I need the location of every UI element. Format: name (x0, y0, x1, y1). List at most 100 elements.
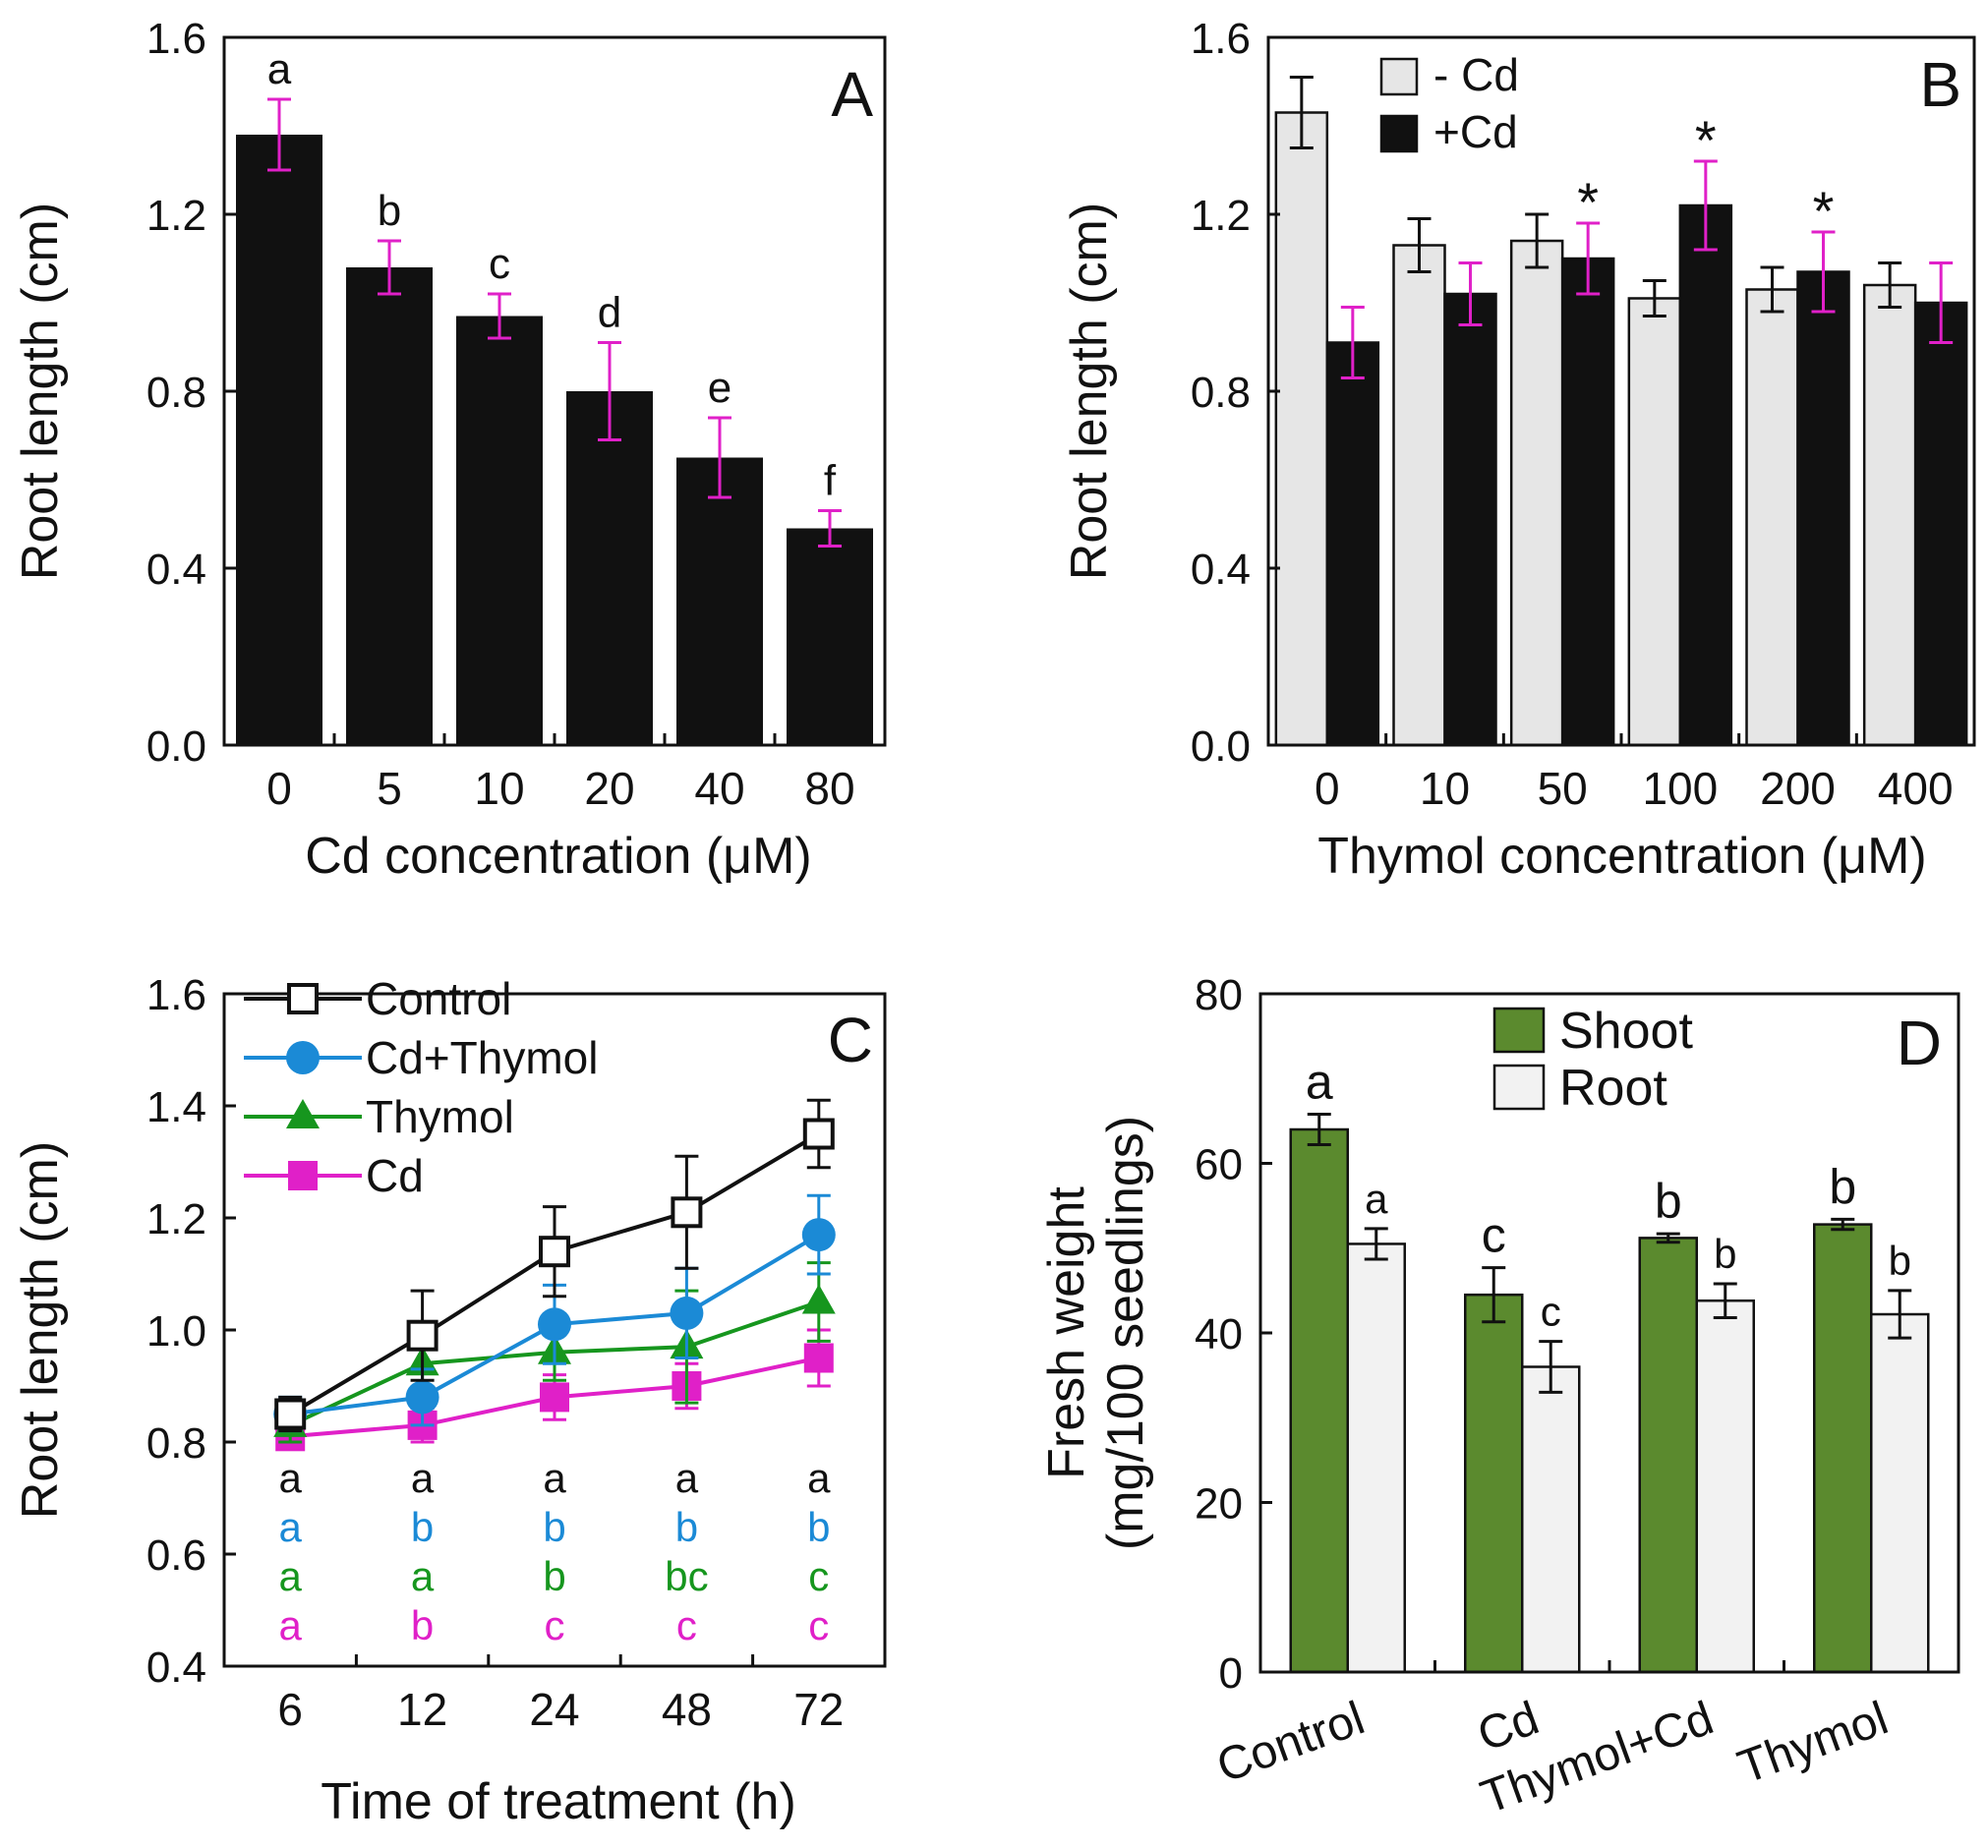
y-tick-label: 0.4 (1191, 546, 1251, 594)
y-tick-label: 1.4 (146, 1083, 206, 1131)
significance-letter: a (279, 1504, 303, 1550)
x-tick-label: 24 (529, 1684, 579, 1735)
legend-marker-Cd+Thymol (286, 1041, 320, 1074)
significance-letter: b (543, 1553, 565, 1599)
bar-plus-cd-0 (1325, 341, 1380, 747)
data-point-Control-24 (539, 1236, 570, 1268)
x-tick-label: 10 (1420, 763, 1470, 814)
y-tick-label: 0.4 (146, 1644, 206, 1692)
legend-swatch-plus-cd (1379, 114, 1419, 153)
significance-asterisk: * (1577, 171, 1599, 233)
legend-label-Cd+Thymol: Cd+Thymol (366, 1032, 598, 1083)
panel-b-y-ticks: 0.0 0.4 0.8 1.2 1.6 (1191, 15, 1280, 771)
bar-plus-cd-100 (1678, 203, 1733, 747)
panel-d-legend: Shoot Root (1492, 1003, 1693, 1117)
significance-letter: b (1714, 1231, 1736, 1277)
y-tick-label: 40 (1195, 1310, 1243, 1358)
significance-letter: c (1482, 1208, 1506, 1263)
bar-Root-Control (1346, 1242, 1406, 1674)
significance-letter: a (675, 1455, 699, 1501)
x-tick-label: 12 (397, 1684, 447, 1735)
panel-c-xlabel: Time of treatment (h) (321, 1773, 796, 1830)
significance-letter: a (543, 1455, 566, 1501)
panel-d-ylabel-line2: (mg/100 seedlings) (1097, 1116, 1154, 1550)
significance-letter: e (708, 364, 731, 412)
legend-label-root: Root (1559, 1060, 1667, 1117)
significance-letter: c (676, 1602, 697, 1648)
legend-swatch-root (1492, 1064, 1546, 1111)
x-tick-label: 0 (266, 763, 292, 814)
bar-plus-cd-10 (1443, 292, 1497, 747)
panel-c-legend: Control Cd+Thymol Thymol Cd (244, 973, 598, 1201)
data-point-Cd+Thymol-48 (670, 1296, 704, 1330)
panel-b-marks: * * * (1274, 76, 1968, 747)
significance-letter: b (807, 1504, 830, 1550)
significance-letter: a (1365, 1176, 1388, 1222)
panel-d-ylabel-line1: Fresh weight (1038, 1186, 1095, 1479)
bar-5 (346, 267, 433, 745)
bar-minus-cd-400 (1862, 283, 1917, 747)
legend-label-minus-cd: - Cd (1433, 49, 1519, 100)
significance-asterisk: * (1695, 109, 1717, 171)
significance-letter: b (411, 1602, 434, 1648)
y-tick-label: 1.0 (146, 1307, 206, 1356)
panel-c-marks (273, 1098, 836, 1452)
bar-minus-cd-100 (1627, 297, 1682, 747)
y-tick-label: 80 (1195, 971, 1243, 1019)
significance-letter: a (807, 1455, 831, 1501)
panel-b: * * * B 0.0 0.4 0.8 1.2 1.6 0 10 50 100 200 400 - C… (1061, 15, 1976, 885)
x-tick-label: 200 (1760, 763, 1836, 814)
significance-letter: b (1829, 1159, 1856, 1214)
panel-c-letters: a a a a aa b b b ba a b bc ca b c c c (279, 1455, 832, 1648)
panel-a-plot-frame (222, 35, 887, 747)
bar-80 (787, 528, 873, 745)
significance-letter: a (279, 1455, 303, 1501)
panel-b-label: B (1919, 49, 1961, 120)
data-point-Cd-24 (540, 1382, 569, 1413)
panel-c-label: C (828, 1005, 873, 1075)
y-tick-label: 0.8 (146, 369, 206, 417)
panel-b-ylabel: Root length (cm) (1061, 202, 1118, 580)
bar-Shoot-Control (1289, 1127, 1349, 1674)
y-tick-label: 60 (1195, 1141, 1243, 1189)
significance-letter: d (598, 289, 621, 337)
y-tick-label: 0.0 (146, 722, 206, 771)
data-point-Control-12 (406, 1319, 439, 1352)
bar-Shoot-Thymol+Cd (1638, 1237, 1698, 1674)
significance-letter: a (411, 1455, 435, 1501)
legend-marker-Cd (288, 1161, 318, 1190)
data-point-Cd-72 (803, 1343, 834, 1373)
data-point-Control-6 (274, 1398, 307, 1430)
panel-a-marks: a b c d e f (236, 45, 873, 745)
y-tick-label: 0 (1219, 1649, 1243, 1698)
x-tick-label: 0 (1315, 763, 1340, 814)
panel-c-ylabel: Root length (cm) (12, 1141, 69, 1519)
data-point-Control-72 (802, 1118, 835, 1150)
panel-a-label: A (831, 59, 873, 130)
bar-Root-Thymol (1870, 1312, 1930, 1674)
panel-a-y-ticks: 0.0 0.4 0.8 1.2 1.6 (146, 15, 236, 771)
x-tick-label: 400 (1878, 763, 1954, 814)
bar-20 (566, 391, 653, 745)
bar-Shoot-Thymol (1813, 1223, 1873, 1674)
y-tick-label: 0.4 (146, 546, 206, 594)
data-point-Cd+Thymol-72 (801, 1218, 836, 1252)
data-point-Cd+Thymol-12 (405, 1380, 439, 1415)
significance-letter: c (545, 1602, 565, 1648)
panel-c: C 0.4 0.6 0.8 1.0 1.2 1.4 1.6 6 12 24 48 72 Contro… (12, 971, 887, 1830)
bar-Shoot-Cd (1464, 1293, 1524, 1674)
x-tick-label: 48 (662, 1684, 712, 1735)
data-point-Thymol-72 (801, 1284, 836, 1314)
significance-letter: bc (665, 1553, 708, 1599)
significance-letter: c (808, 1602, 829, 1648)
y-tick-label: 1.6 (146, 15, 206, 63)
significance-letter: b (378, 187, 401, 235)
significance-asterisk: * (1813, 180, 1835, 242)
bar-40 (676, 457, 763, 745)
x-tick-label: 5 (377, 763, 402, 814)
x-tick-label: 72 (793, 1684, 844, 1735)
panel-b-x-ticks: 0 10 50 100 200 400 (1315, 733, 1954, 814)
y-tick-label: 0.8 (146, 1419, 206, 1468)
